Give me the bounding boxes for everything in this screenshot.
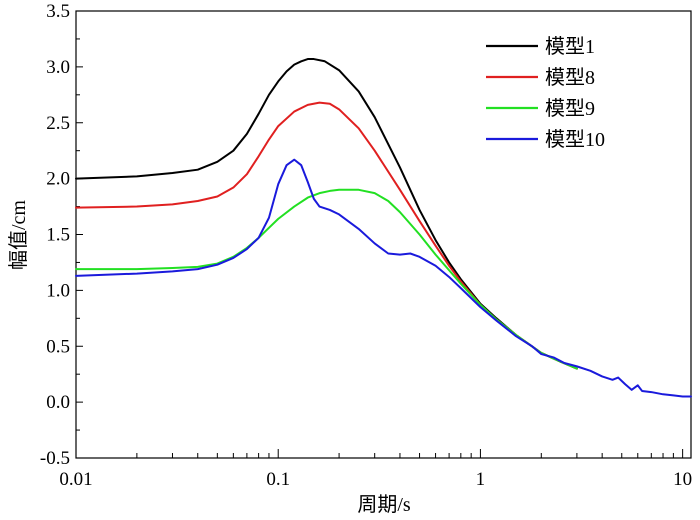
legend-label-模型1: 模型1: [545, 35, 595, 58]
legend-label-模型9: 模型9: [545, 97, 595, 120]
x-tick-label: 1: [476, 469, 486, 490]
y-tick-label: 1.0: [46, 280, 70, 301]
series-line-模型10: [75, 158, 692, 398]
legend: 模型1 模型8 模型9 模型10: [486, 35, 605, 151]
y-tick-label: 0.0: [46, 392, 70, 413]
x-axis-title: 周期/s: [357, 494, 411, 516]
y-tick-label: 0.5: [46, 336, 70, 357]
y-tick-label: 3.5: [46, 1, 70, 22]
y-tick-label: 2.5: [46, 113, 70, 134]
x-tick-label: 0.1: [266, 469, 290, 490]
y-tick-label: 2.0: [46, 169, 70, 190]
y-tick-label: 1.5: [46, 225, 70, 246]
x-tick-label: 10: [673, 469, 692, 490]
x-tick-label: 0.01: [59, 469, 92, 490]
legend-label-模型8: 模型8: [545, 66, 595, 89]
y-tick-label: 3.0: [46, 57, 70, 78]
series-line-模型9: [75, 188, 578, 370]
y-tick-label: -0.5: [40, 448, 70, 469]
y-axis-title: 幅值/cm: [7, 200, 30, 270]
plot-layer: -0.5 0.0 0.5 1.0 1.5 2.0 2.5 3.0 3.5 0.01 0.1 1 10: [40, 1, 692, 490]
legend-label-模型10: 模型10: [545, 128, 605, 151]
